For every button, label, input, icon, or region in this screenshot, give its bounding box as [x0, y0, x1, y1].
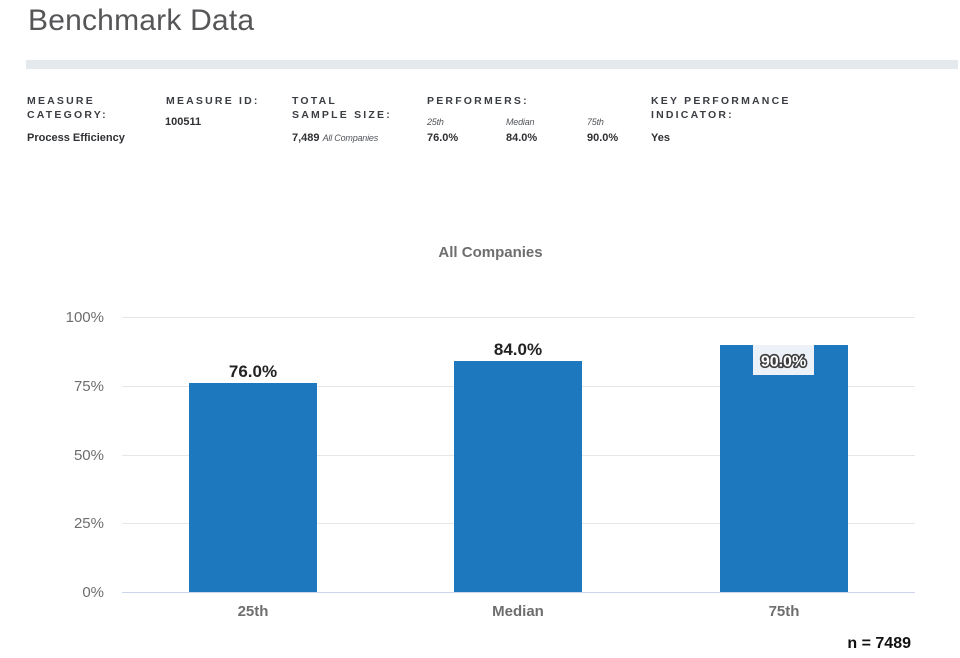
svg-text:90.0%: 90.0% [761, 354, 806, 371]
